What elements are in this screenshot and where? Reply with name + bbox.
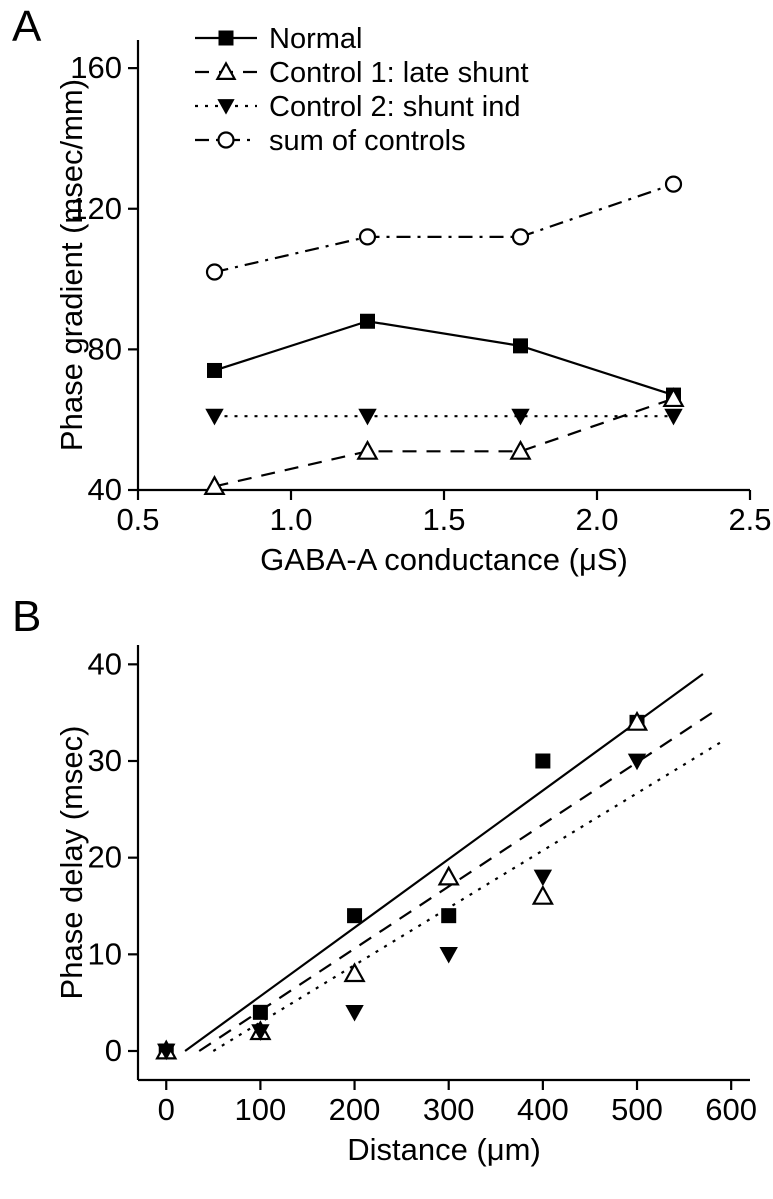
marker-filled-square — [253, 1005, 268, 1020]
marker-filled-square — [219, 31, 234, 46]
x-axis-label: Distance (μm) — [347, 1132, 541, 1167]
marker-open-triangle-up — [440, 868, 458, 885]
legend-label: Control 2: shunt ind — [269, 91, 520, 123]
marker-filled-triangle-down — [345, 1005, 363, 1022]
marker-filled-square — [360, 314, 375, 329]
marker-filled-triangle-down — [217, 99, 234, 115]
x-axis-label: GABA-A conductance (μS) — [260, 542, 628, 577]
legend-label: Normal — [269, 23, 362, 55]
marker-filled-square — [513, 338, 528, 353]
y-tick-label: 80 — [88, 331, 122, 366]
x-tick-label: 100 — [235, 1092, 287, 1127]
x-tick-label: 0 — [158, 1092, 175, 1127]
marker-open-circle — [219, 133, 234, 148]
y-tick-label: 20 — [88, 840, 122, 875]
x-tick-label: 0.5 — [116, 502, 159, 537]
panel-b-chart: 0 100 200 300 400 500 600 0 10 20 30 40 Distance (μm… — [60, 625, 760, 1185]
marker-open-circle — [207, 265, 222, 280]
legend-label: Control 1: late shunt — [269, 57, 529, 89]
series-line-normal — [215, 321, 674, 395]
marker-filled-triangle-down — [358, 409, 376, 426]
x-tick-label: 500 — [611, 1092, 663, 1127]
y-tick-label: 30 — [88, 743, 122, 778]
y-axis-label: Phase gradient (msec/mm) — [54, 79, 89, 451]
panel-a-chart: 0.51.01.52.02.54080120160GABA-A conducta… — [60, 20, 760, 590]
x-tick-label: 200 — [329, 1092, 381, 1127]
marker-open-triangle-up — [345, 964, 363, 981]
x-tick-label: 300 — [423, 1092, 475, 1127]
fit-line-dotted — [213, 742, 721, 1051]
x-tick-label: 2.0 — [575, 502, 618, 537]
y-tick-label: 10 — [88, 936, 122, 971]
y-axis-label: Phase delay (msec) — [54, 726, 89, 1000]
y-tick-label: 0 — [105, 1033, 122, 1068]
marker-open-circle — [360, 229, 375, 244]
legend-label: sum of controls — [269, 125, 466, 157]
series-line-control1 — [215, 399, 674, 487]
series-line-sum — [215, 184, 674, 272]
x-tick-label: 1.0 — [269, 502, 312, 537]
marker-open-circle — [666, 177, 681, 192]
x-tick-label: 400 — [517, 1092, 569, 1127]
marker-open-triangle-up — [358, 442, 376, 459]
marker-filled-triangle-down — [205, 409, 223, 426]
x-tick-label: 1.5 — [422, 502, 465, 537]
fit-line-solid — [185, 674, 703, 1051]
y-tick-label: 40 — [88, 646, 122, 681]
marker-filled-triangle-down — [440, 947, 458, 964]
marker-filled-square — [347, 908, 362, 923]
x-tick-label: 600 — [705, 1092, 757, 1127]
marker-filled-square — [441, 908, 456, 923]
marker-filled-square — [535, 754, 550, 769]
marker-open-triangle-up — [534, 887, 552, 904]
marker-open-circle — [513, 229, 528, 244]
marker-filled-square — [207, 363, 222, 378]
panel-a-letter: A — [12, 2, 41, 52]
panel-b-letter: B — [12, 592, 41, 642]
marker-filled-triangle-down — [534, 870, 552, 887]
y-tick-label: 40 — [88, 472, 122, 507]
x-tick-label: 2.5 — [728, 502, 771, 537]
marker-open-triangle-up — [511, 442, 529, 459]
